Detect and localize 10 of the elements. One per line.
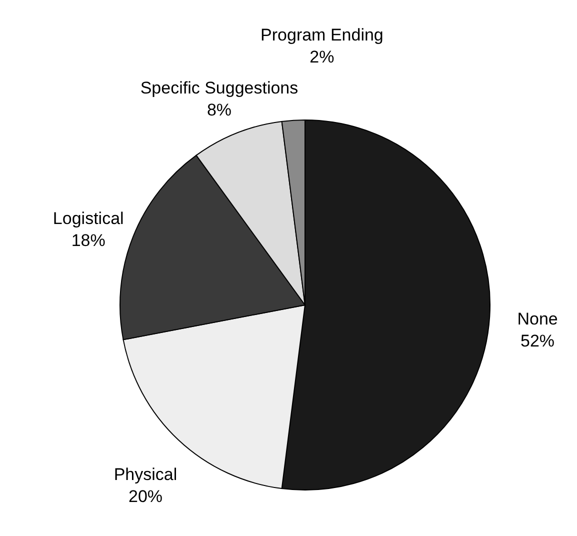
data-label: 18% (71, 231, 106, 250)
data-label: 20% (128, 486, 163, 506)
slice-label: Logistical (52, 209, 124, 228)
data-label: 2% (310, 48, 334, 67)
slice-label: Physical (114, 464, 178, 484)
slice-label: Specific Suggestions (140, 78, 298, 98)
data-label: 52% (520, 332, 555, 351)
slice-label: Program Ending (260, 26, 384, 45)
slice-label: None (517, 310, 558, 329)
data-label: 8% (206, 100, 232, 120)
